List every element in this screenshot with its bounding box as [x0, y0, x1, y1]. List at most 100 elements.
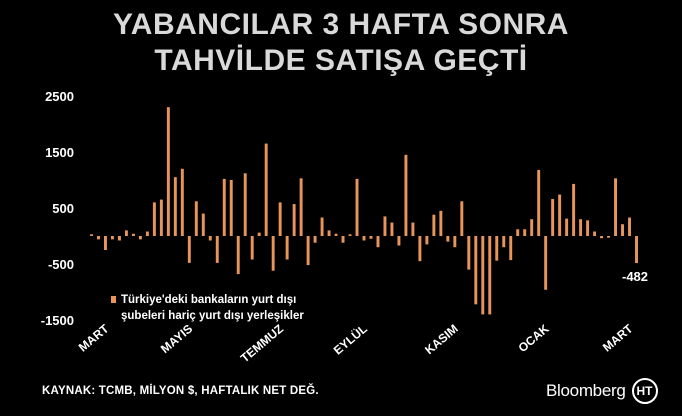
- y-tick-label: -1500: [41, 313, 74, 328]
- bar: [628, 217, 631, 236]
- chart-title-line1: YABANCILAR 3 HAFTA SONRA: [113, 8, 569, 41]
- legend-label-line1: Türkiye'deki bankaların yurt dışı: [121, 294, 296, 306]
- bar: [97, 236, 100, 240]
- bar: [537, 169, 541, 236]
- bar: [320, 217, 324, 236]
- bar: [411, 222, 415, 236]
- bar: [530, 219, 534, 236]
- bar: [635, 236, 638, 263]
- bar: [117, 236, 121, 241]
- bar: [285, 236, 289, 260]
- bar: [299, 178, 303, 236]
- last-value-annotation: -482: [622, 269, 648, 284]
- bar: [110, 236, 114, 240]
- bar: [145, 231, 149, 236]
- bar: [432, 214, 436, 236]
- bar: [236, 236, 240, 275]
- bar: [334, 233, 338, 236]
- bar: [404, 154, 408, 236]
- bar: [607, 236, 611, 238]
- bar: [194, 201, 198, 236]
- bar: [488, 236, 492, 315]
- bar: [243, 173, 247, 236]
- bar: [292, 204, 296, 236]
- bar: [502, 236, 506, 248]
- bar: [104, 236, 107, 250]
- bar: [138, 236, 142, 240]
- bar: [397, 236, 401, 246]
- bar: [572, 183, 576, 236]
- bar: [495, 236, 499, 261]
- bar: [376, 236, 380, 248]
- bar: [208, 236, 212, 241]
- x-tick-label: OCAK: [516, 321, 552, 355]
- y-tick-label: -500: [48, 257, 74, 272]
- bar: [551, 199, 555, 236]
- bar: [614, 178, 618, 236]
- bar: [418, 236, 422, 262]
- source-note: KAYNAK: TCMB, MİLYON $, HAFTALIK NET DEĞ…: [42, 385, 319, 397]
- x-tick-label: MART: [600, 321, 636, 354]
- bar: [509, 236, 513, 261]
- y-tick-label: 500: [52, 201, 74, 216]
- bar: [152, 202, 156, 236]
- y-tick-label: 1500: [45, 145, 74, 160]
- bar: [579, 219, 583, 236]
- bar: [222, 178, 226, 236]
- x-tick-label: TEMMUZ: [238, 322, 286, 366]
- bar: [446, 236, 450, 242]
- bar: [481, 236, 485, 315]
- bar: [341, 236, 345, 243]
- bar: [558, 194, 562, 236]
- bar: [159, 199, 163, 236]
- bar: [474, 236, 478, 305]
- bar: [425, 236, 429, 245]
- bar: [369, 236, 373, 239]
- bar: [439, 210, 443, 236]
- bar: [460, 201, 464, 236]
- bar: [544, 236, 548, 290]
- bar: [306, 236, 310, 266]
- legend-label-line2: şubeleri hariç yurt dışı yerleşikler: [121, 310, 304, 322]
- x-tick-label: MAYIS: [158, 322, 195, 356]
- x-tick-label: KASIM: [422, 322, 461, 358]
- bar: [90, 234, 93, 236]
- bar: [166, 107, 170, 236]
- bar: [362, 236, 366, 241]
- bar: [586, 220, 590, 236]
- chart-title-line2: TAHVİLDE SATIŞA GEÇTİ: [154, 44, 528, 77]
- ht-badge-icon: HT: [631, 378, 658, 404]
- bar: [271, 236, 275, 271]
- bar: [264, 143, 268, 236]
- bar: [467, 236, 471, 270]
- bar: [124, 230, 128, 236]
- x-tick-label: EYLÜL: [330, 321, 370, 358]
- bar: [383, 216, 387, 236]
- bar: [355, 178, 359, 236]
- bloomberg-ht-logo: Bloomberg HT: [546, 378, 658, 404]
- bar: [201, 213, 205, 236]
- x-tick-label: MART: [76, 321, 112, 354]
- bar: [215, 236, 219, 263]
- legend-swatch: [111, 296, 116, 303]
- bar: [187, 236, 191, 263]
- bar: [173, 177, 177, 236]
- bar: [523, 229, 527, 236]
- bar: [348, 234, 352, 236]
- bar: [453, 236, 457, 248]
- bar: [565, 218, 569, 236]
- brand-name: Bloomberg: [546, 381, 626, 400]
- bar: [621, 224, 624, 236]
- bar: [593, 231, 597, 236]
- y-tick-label: 2500: [45, 89, 74, 104]
- bar: [180, 168, 184, 236]
- bar: [257, 232, 261, 236]
- bar: [600, 236, 604, 239]
- bar: [516, 229, 520, 236]
- bar: [313, 236, 317, 243]
- bar: [278, 202, 282, 236]
- bar: [229, 180, 233, 236]
- bar: [390, 222, 394, 236]
- bar: [250, 236, 254, 260]
